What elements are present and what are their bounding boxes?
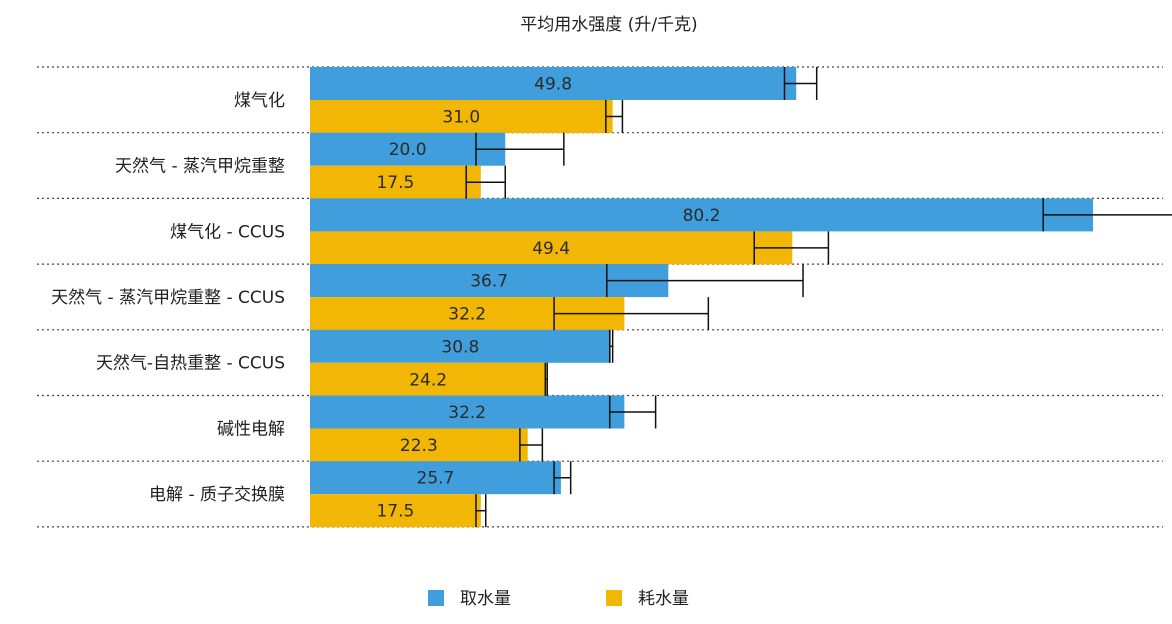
bar-value-label: 22.3 <box>400 436 438 456</box>
legend-swatch <box>428 590 444 606</box>
category-label: 天然气 - 蒸汽甲烷重整 <box>115 157 285 177</box>
bars <box>310 67 1093 528</box>
bar-value-label: 36.7 <box>470 272 508 292</box>
bar-value-label: 49.4 <box>532 239 570 259</box>
legend-label: 取水量 <box>460 589 511 609</box>
bar <box>310 428 528 462</box>
bar-value-label: 17.5 <box>376 173 414 193</box>
bar-value-label: 17.5 <box>376 502 414 522</box>
bar-value-label: 20.0 <box>389 140 427 160</box>
bar <box>310 67 797 100</box>
category-label: 煤气化 <box>234 91 285 111</box>
bar <box>310 461 561 495</box>
bar <box>310 100 613 133</box>
category-label: 电解 - 质子交换膜 <box>149 485 285 505</box>
bar <box>310 231 793 265</box>
bar-value-label: 49.8 <box>534 75 572 95</box>
bar-value-label: 24.2 <box>409 370 447 390</box>
bar <box>310 362 547 396</box>
bar <box>310 494 481 528</box>
error-bars <box>465 67 1172 528</box>
category-label: 煤气化 - CCUS <box>170 222 285 242</box>
category-label: 天然气-自热重整 - CCUS <box>96 354 285 374</box>
bar-value-label: 25.7 <box>417 469 455 489</box>
category-label: 碱性电解 <box>217 419 285 439</box>
bar-value-label: 80.2 <box>683 206 721 226</box>
category-label: 天然气 - 蒸汽甲烷重整 - CCUS <box>51 288 285 308</box>
legend-label: 耗水量 <box>638 589 689 609</box>
bar <box>310 132 506 166</box>
bar <box>310 165 481 199</box>
bar <box>310 329 611 363</box>
bar-value-label: 30.8 <box>441 337 479 357</box>
bar <box>310 198 1093 232</box>
chart-title: 平均用水强度 (升/千克) <box>520 15 697 35</box>
bar-value-label: 32.2 <box>448 305 486 325</box>
legend: 取水量 耗水量 <box>428 589 689 609</box>
legend-swatch <box>606 590 622 606</box>
labels: 煤气化 49.8 31.0 天然气 - 蒸汽甲烷重整 20.0 17.5 煤气化 - CCU… <box>51 75 720 522</box>
bar-value-label: 32.2 <box>448 403 486 423</box>
bar-value-label: 31.0 <box>442 108 480 128</box>
bar <box>310 395 625 429</box>
